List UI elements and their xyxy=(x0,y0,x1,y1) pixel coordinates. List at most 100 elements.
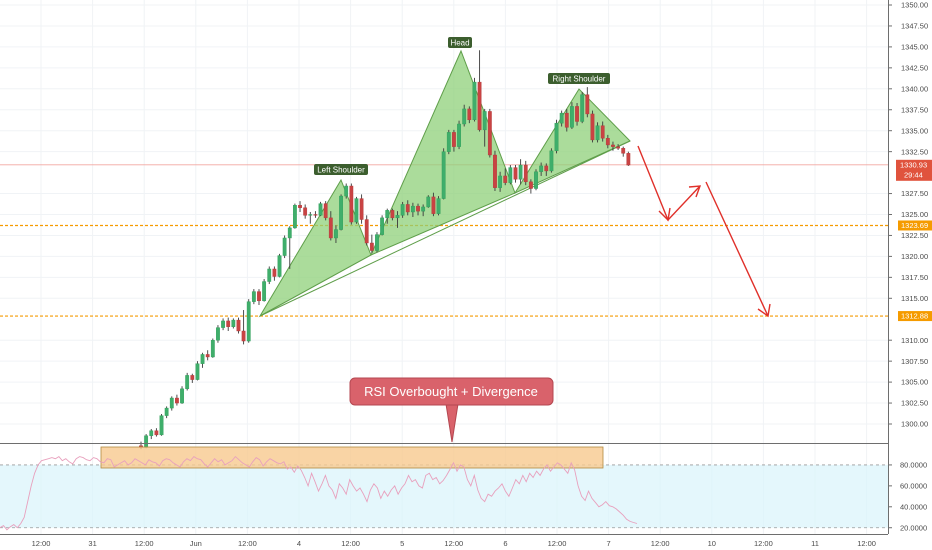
price-tick-label: 1342.50 xyxy=(901,63,928,72)
candle-body xyxy=(175,397,179,404)
candle-body xyxy=(605,138,610,146)
candle-body xyxy=(369,242,374,251)
rsi-callout: RSI Overbought + Divergence xyxy=(349,377,554,443)
candle-body xyxy=(585,94,590,115)
time-tick-label: 31 xyxy=(88,539,96,548)
candle-body xyxy=(380,217,385,235)
candle-body xyxy=(426,196,431,208)
price-tick-label: 1305.00 xyxy=(901,378,928,387)
time-tick-label: 12:00 xyxy=(238,539,257,548)
level-tag-2: 1312.88 xyxy=(898,311,932,322)
candle-body xyxy=(144,435,149,448)
right-shoulder-label-bg xyxy=(548,73,610,84)
rsi-axis-ticks: 80.0000 60.0000 40.0000 20.0000 xyxy=(888,461,927,532)
candle-body xyxy=(385,210,390,219)
candle-body xyxy=(303,207,308,216)
price-pane: Left Shoulder Head Right Shoulder RSI Ov… xyxy=(0,0,888,534)
rsi-tick-label: 20.0000 xyxy=(900,523,927,532)
candle-body xyxy=(277,255,282,277)
rsi-tick-label: 40.0000 xyxy=(900,502,927,511)
candle-body xyxy=(416,205,420,212)
time-tick-label: 4 xyxy=(297,539,301,548)
candle-body xyxy=(441,151,446,199)
time-tick-label: 12:00 xyxy=(651,539,670,548)
countdown-text: 29:44 xyxy=(904,170,923,179)
candle-body xyxy=(195,363,200,380)
candle-body xyxy=(570,106,574,128)
level-tag-2-bg xyxy=(898,311,932,322)
level-tag-1-bg xyxy=(898,220,932,231)
candle-body xyxy=(339,195,343,230)
candle-body xyxy=(616,146,620,149)
price-tick-label: 1307.50 xyxy=(901,357,928,366)
candle-body xyxy=(559,112,564,124)
time-axis[interactable]: 12:00 31 12:00 Jun 12:00 4 12:00 5 12:00 6 12:00 7 1… xyxy=(0,534,888,549)
level-tag-1-text: 1323.69 xyxy=(901,221,928,230)
price-tick-label: 1327.50 xyxy=(901,189,928,198)
candle-body xyxy=(539,165,544,172)
time-tick-label: 7 xyxy=(607,539,611,548)
candle-body xyxy=(180,388,184,404)
left-shoulder-label: Left Shoulder xyxy=(314,164,368,175)
neckline xyxy=(259,140,631,317)
time-tick-label: 12:00 xyxy=(857,539,876,548)
support-levels xyxy=(0,224,888,317)
price-tick-label: 1340.00 xyxy=(901,84,928,93)
candle-body xyxy=(503,175,508,183)
candle-body xyxy=(528,181,533,189)
candle-body xyxy=(575,106,579,122)
price-tick-label: 1350.00 xyxy=(901,1,928,10)
projection-leg-2 xyxy=(705,181,769,317)
time-tick-label: 6 xyxy=(503,539,507,548)
price-tick-label: 1317.50 xyxy=(901,273,928,282)
candle-body xyxy=(508,167,513,183)
candle-body xyxy=(431,196,436,214)
callout-text: RSI Overbought + Divergence xyxy=(364,384,538,399)
price-tick-label: 1337.50 xyxy=(901,105,928,114)
price-tick-label: 1345.00 xyxy=(901,43,928,52)
candle-body xyxy=(421,206,426,212)
candle-body xyxy=(226,320,231,327)
head-label: Head xyxy=(448,37,472,48)
candle-body xyxy=(200,354,205,364)
time-tick-label: 12:00 xyxy=(444,539,463,548)
candle-body xyxy=(523,164,528,183)
price-tick-label: 1302.50 xyxy=(901,399,928,408)
price-tick-label: 1322.50 xyxy=(901,231,928,240)
candle-body xyxy=(477,81,482,131)
candle-body xyxy=(308,214,313,216)
level-tag-2-text: 1312.88 xyxy=(901,312,928,321)
price-tick-label: 1320.00 xyxy=(901,252,928,261)
price-axis[interactable]: 1350.00 1347.50 1345.00 1342.50 1340.00 1337.… xyxy=(888,0,932,534)
time-tick-label: 12:00 xyxy=(754,539,773,548)
candle-body xyxy=(375,234,379,251)
current-price-text: 1330.93 xyxy=(900,160,927,169)
candle-body xyxy=(328,217,333,239)
candle-body xyxy=(513,167,518,180)
candle-body xyxy=(334,229,338,239)
candle-body xyxy=(364,219,369,244)
candle-body xyxy=(467,108,472,121)
rsi-pane xyxy=(0,443,888,531)
candle-body xyxy=(257,291,261,302)
price-tick-label: 1310.00 xyxy=(901,336,928,345)
candle-body xyxy=(293,205,297,229)
arrow-head-1 xyxy=(658,207,671,222)
candle-body xyxy=(164,407,169,416)
time-axis-ticks: 12:00 31 12:00 Jun 12:00 4 12:00 5 12:00 6 12:00 7 1… xyxy=(32,539,876,548)
right-shoulder-triangle xyxy=(513,88,631,195)
candle-body xyxy=(462,108,467,125)
level-tag-1: 1323.69 xyxy=(898,220,932,231)
candle-body xyxy=(405,204,410,213)
rsi-line xyxy=(0,455,638,531)
time-tick-label: 12:00 xyxy=(548,539,567,548)
candle-body xyxy=(313,214,318,216)
candle-body xyxy=(580,94,585,122)
left-shoulder-label-bg xyxy=(314,164,368,175)
head-text: Head xyxy=(450,39,469,48)
candle-body xyxy=(190,375,195,380)
price-tick-label: 1325.00 xyxy=(901,210,928,219)
candle-body xyxy=(390,210,395,219)
projection-path xyxy=(637,145,771,318)
current-price-tag-bg xyxy=(896,159,932,181)
